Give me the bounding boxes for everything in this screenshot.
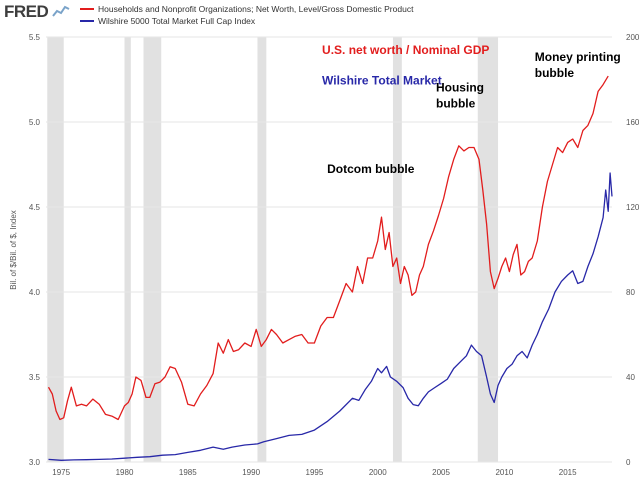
x-tick-label: 2005 <box>432 468 450 477</box>
left-axis-label: Bil. of $/Bil. of $, Index <box>9 210 18 290</box>
annotation-line: bubble <box>535 66 575 80</box>
legend-label-net-worth: Households and Nonprofit Organizations; … <box>98 4 414 14</box>
left-tick-label: 4.5 <box>29 203 41 212</box>
annotation-line: Housing <box>436 80 484 94</box>
right-tick-label: 0 <box>626 458 631 467</box>
recession-shading-group <box>47 37 499 462</box>
recession-band <box>257 37 267 462</box>
x-tick-label: 2015 <box>559 468 577 477</box>
series-lines-group <box>47 75 613 461</box>
right-tick-label: 80 <box>626 288 635 297</box>
annotation-line: Dotcom bubble <box>327 162 415 176</box>
left-tick-label: 4.0 <box>29 288 41 297</box>
x-tick-label: 1990 <box>242 468 260 477</box>
annotation-label: Money printing bubble <box>535 50 621 80</box>
x-tick-label: 1995 <box>306 468 324 477</box>
annotation-line: bubble <box>436 96 476 110</box>
x-tick-label: 1980 <box>116 468 134 477</box>
fred-logo: FRED <box>4 2 49 21</box>
recession-band <box>143 37 162 462</box>
x-tick-label: 1975 <box>52 468 70 477</box>
legend-item-net-worth: Households and Nonprofit Organizations; … <box>80 4 413 15</box>
legend-swatch-blue <box>80 19 94 22</box>
annotations-group: U.S. net worth / Nominal GDP Wilshire Tot… <box>322 43 621 176</box>
series-line-wilshire <box>48 172 613 461</box>
right-tick-label: 40 <box>626 373 635 382</box>
left-axis-ticks: 3.0 3.5 4.0 4.5 5.0 5.5 <box>29 33 41 467</box>
chart-header: FRED Households and Nonprofit Organizati… <box>0 0 640 32</box>
left-tick-label: 5.5 <box>29 33 41 42</box>
right-tick-label: 200 <box>626 33 640 42</box>
left-tick-label: 5.0 <box>29 118 41 127</box>
right-axis-ticks: 0 40 80 120 160 200 <box>626 33 640 467</box>
x-tick-label: 1985 <box>179 468 197 477</box>
left-tick-label: 3.0 <box>29 458 41 467</box>
annotation-label: Dotcom bubble <box>327 162 415 176</box>
series-line-net-worth <box>47 75 609 421</box>
legend-item-wilshire: Wilshire 5000 Total Market Full Cap Inde… <box>80 16 255 27</box>
annotation-label: U.S. net worth / Nominal GDP <box>322 43 489 57</box>
annotation-label: Housing bubble <box>436 80 484 110</box>
x-tick-label: 2010 <box>495 468 513 477</box>
right-tick-label: 120 <box>626 203 640 212</box>
legend-label-wilshire: Wilshire 5000 Total Market Full Cap Inde… <box>98 16 256 26</box>
annotation-label: Wilshire Total Market <box>322 74 442 88</box>
line-chart-icon <box>52 5 70 17</box>
x-axis-ticks: 1975 1980 1985 1990 1995 2000 2005 2010 2015 <box>52 468 577 477</box>
recession-band <box>124 37 131 462</box>
annotation-line: U.S. net worth / Nominal GDP <box>322 43 489 57</box>
legend-swatch-red <box>80 7 94 10</box>
left-tick-label: 3.5 <box>29 373 41 382</box>
annotation-line: Money printing <box>535 50 621 64</box>
recession-band <box>392 37 402 462</box>
gridlines-group <box>46 36 612 463</box>
recession-band <box>47 37 64 462</box>
x-tick-label: 2000 <box>369 468 387 477</box>
annotation-line: Wilshire Total Market <box>322 74 442 88</box>
right-tick-label: 160 <box>626 118 640 127</box>
recession-band <box>477 37 499 462</box>
